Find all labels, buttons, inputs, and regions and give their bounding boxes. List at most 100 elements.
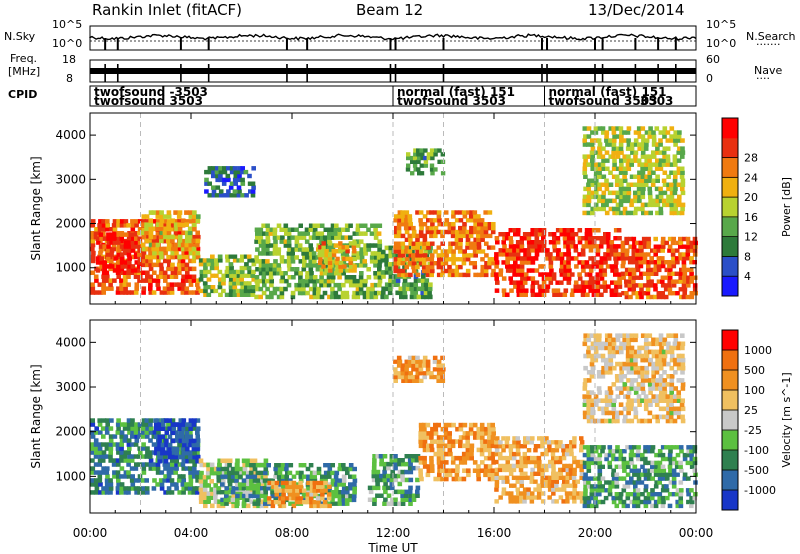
data-cell (664, 484, 669, 489)
data-cell (145, 246, 150, 252)
data-cell (377, 275, 383, 280)
data-cell (400, 489, 405, 495)
data-cell (377, 278, 383, 284)
data-cell (563, 240, 568, 245)
data-cell (106, 240, 111, 245)
data-cell (106, 236, 111, 241)
data-cell (586, 353, 592, 359)
data-cell (440, 439, 445, 444)
data-cell (115, 442, 121, 447)
data-cell (559, 264, 565, 269)
data-cell (618, 166, 624, 171)
data-cell (112, 434, 118, 439)
data-cell (632, 468, 637, 473)
data-cell (187, 450, 193, 455)
data-cell (625, 146, 631, 151)
data-cell (281, 503, 287, 509)
data-cell (612, 138, 617, 143)
data-cell (111, 458, 117, 463)
data-cell (309, 255, 314, 260)
data-cell (665, 130, 671, 135)
data-cell (631, 260, 637, 265)
data-cell (512, 440, 517, 445)
data-cell (430, 152, 435, 157)
data-cell (657, 480, 662, 485)
data-cell (604, 370, 610, 375)
data-cell (413, 278, 419, 283)
data-cell (592, 288, 597, 293)
data-cell (290, 255, 295, 260)
data-cell (534, 228, 539, 233)
data-cell (613, 252, 618, 257)
data-cell (533, 232, 539, 237)
data-cell (491, 222, 496, 227)
data-cell (587, 272, 593, 277)
data-cell (649, 294, 655, 300)
data-cell (330, 235, 336, 240)
data-cell (602, 284, 608, 289)
data-cell (612, 349, 617, 355)
data-cell (404, 461, 409, 467)
data-cell (462, 233, 467, 239)
data-cell (255, 235, 260, 240)
data-cell (416, 294, 422, 300)
data-cell (119, 446, 124, 451)
data-cell (622, 365, 627, 371)
data-cell (267, 480, 272, 486)
data-cell (309, 484, 315, 489)
data-cell (608, 138, 613, 143)
data-cell (174, 270, 179, 275)
data-cell (116, 264, 121, 269)
data-cell (187, 210, 193, 215)
data-cell (626, 341, 632, 347)
data-cell (561, 487, 567, 492)
data-cell (568, 483, 574, 488)
data-cell (620, 256, 625, 261)
data-cell (629, 202, 634, 208)
data-cell (127, 256, 132, 261)
data-cell (643, 182, 649, 187)
data-cell (559, 268, 564, 273)
data-cell (640, 154, 646, 159)
data-cell (623, 414, 628, 420)
data-cell (551, 272, 557, 277)
data-cell (308, 251, 314, 256)
data-cell (181, 246, 186, 252)
data-cell (276, 463, 282, 468)
data-cell (126, 274, 131, 279)
data-cell (330, 478, 336, 483)
data-cell (383, 461, 388, 467)
data-cell (629, 402, 634, 407)
data-cell (415, 249, 420, 254)
data-cell (689, 271, 694, 276)
data-cell (611, 382, 617, 387)
data-cell (184, 434, 190, 440)
data-cell (631, 275, 637, 280)
data-cell (505, 232, 511, 237)
data-cell (349, 256, 354, 262)
data-cell (126, 458, 132, 463)
data-cell (559, 260, 565, 265)
data-cell (384, 294, 389, 300)
data-cell (649, 256, 654, 261)
data-cell (115, 490, 121, 495)
data-cell (286, 282, 292, 288)
data-cell (98, 232, 104, 237)
data-cell (494, 236, 500, 241)
data-cell (425, 422, 431, 428)
data-cell (593, 488, 599, 493)
data-cell (458, 229, 464, 235)
data-cell (301, 247, 307, 252)
data-cell (265, 223, 270, 228)
data-cell (195, 430, 200, 436)
data-cell (618, 456, 624, 462)
data-cell (626, 194, 631, 200)
data-cell (437, 222, 442, 227)
data-cell (259, 463, 264, 468)
data-cell (616, 228, 622, 233)
data-cell (457, 476, 463, 482)
data-cell (157, 434, 162, 440)
data-cell (622, 418, 627, 424)
data-cell (584, 244, 590, 249)
data-cell (404, 214, 410, 219)
